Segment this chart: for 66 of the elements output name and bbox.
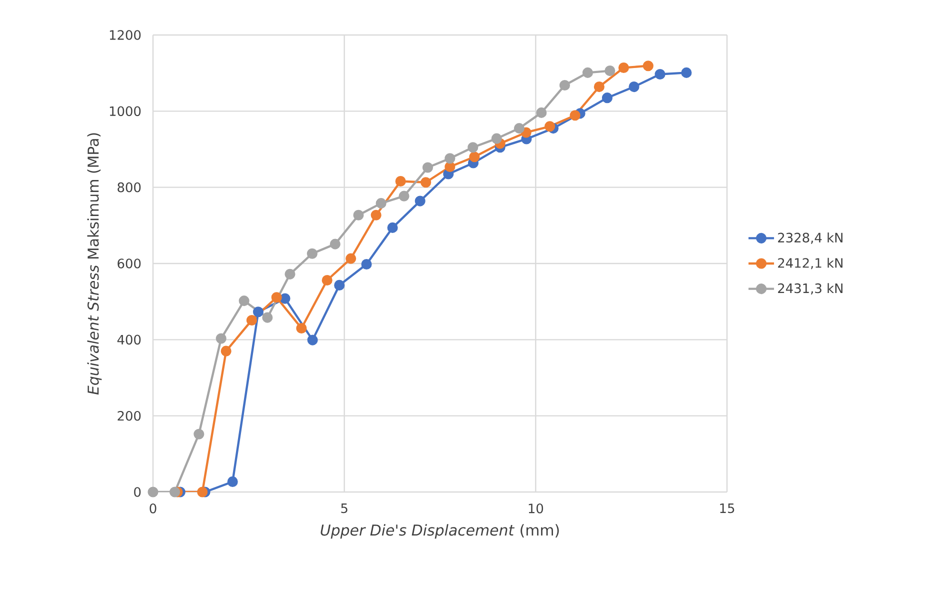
- y-tick-label: 1200: [110, 30, 141, 40]
- legend-label: 2412,1 kN: [778, 258, 842, 270]
- y-tick-label: 1000: [110, 106, 141, 116]
- y-tick-label: 400: [117, 334, 141, 345]
- y-axis-title: Equivalent Stress Maksimum (MPa): [87, 133, 102, 395]
- x-axis-title: Upper Die's Displacement (mm): [320, 524, 559, 539]
- point: [642, 60, 654, 72]
- point: [594, 82, 604, 92]
- x-tick-label: 15: [720, 504, 734, 514]
- point: [544, 121, 556, 132]
- point: [559, 80, 570, 91]
- y-tick-label: 0: [134, 487, 141, 497]
- point: [148, 486, 158, 498]
- point: [387, 222, 398, 233]
- point: [398, 190, 410, 202]
- point: [334, 280, 345, 290]
- legend-label: 2431,3 kN: [778, 283, 842, 294]
- point: [628, 82, 640, 92]
- point: [306, 248, 318, 259]
- point: [376, 198, 386, 209]
- point: [197, 486, 208, 498]
- point: [194, 428, 204, 440]
- point: [252, 306, 264, 318]
- point: [284, 268, 296, 280]
- point: [361, 258, 372, 270]
- legend-label: 2328,4 kN: [778, 232, 842, 244]
- x-tick-label: 5: [341, 504, 348, 514]
- point: [370, 210, 382, 220]
- y-tick-label: 800: [118, 182, 141, 192]
- point: [570, 110, 580, 121]
- point: [491, 133, 502, 144]
- point: [271, 292, 282, 303]
- point: [536, 107, 547, 118]
- point: [353, 210, 364, 220]
- point: [246, 314, 258, 326]
- y-tick-label: 200: [118, 410, 141, 421]
- point: [444, 161, 456, 172]
- point: [602, 92, 613, 104]
- point: [307, 334, 318, 346]
- point: [681, 67, 692, 78]
- x-tick-label: 0: [150, 504, 156, 514]
- x-tick-label: 10: [528, 504, 544, 514]
- point: [469, 152, 480, 162]
- point: [330, 238, 340, 250]
- point: [262, 312, 273, 323]
- point: [216, 333, 226, 344]
- point: [395, 176, 406, 187]
- point: [414, 196, 426, 206]
- point: [422, 162, 434, 173]
- point: [170, 486, 180, 498]
- point: [220, 346, 232, 356]
- point: [322, 274, 332, 286]
- point: [238, 296, 250, 306]
- point: [604, 66, 616, 76]
- point: [227, 476, 238, 487]
- point: [420, 177, 432, 188]
- point: [582, 67, 593, 78]
- point: [280, 293, 290, 304]
- point: [514, 123, 524, 134]
- point: [444, 153, 456, 164]
- y-tick-label: 600: [118, 258, 141, 268]
- point: [618, 62, 629, 74]
- point: [468, 142, 478, 153]
- point: [296, 322, 307, 334]
- point: [346, 253, 356, 264]
- point: [654, 68, 666, 80]
